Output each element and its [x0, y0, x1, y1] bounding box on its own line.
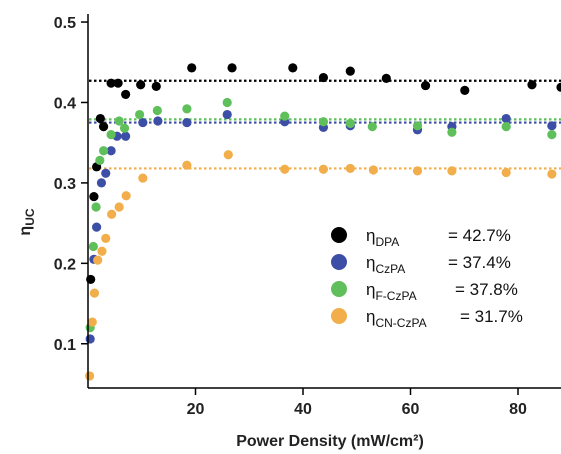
- legend-label-fczpa: ηF-CzPA: [366, 280, 417, 303]
- axes: [87, 14, 561, 389]
- legend-marker-dpa: [331, 227, 347, 243]
- point-fczpa: [135, 109, 145, 120]
- point-dpa: [106, 78, 116, 88]
- point-dpa: [151, 81, 161, 91]
- point-cnczpa: [223, 150, 233, 160]
- point-cnczpa: [97, 246, 107, 256]
- point-dpa: [556, 82, 561, 92]
- point-dpa: [420, 80, 431, 91]
- point-czpa: [106, 146, 116, 156]
- point-fczpa: [119, 123, 130, 133]
- point-fczpa: [114, 116, 124, 126]
- point-czpa: [85, 334, 95, 344]
- legend-marker-czpa: [331, 254, 347, 270]
- point-czpa: [92, 222, 102, 232]
- x-tick-label: 40: [294, 401, 312, 418]
- point-czpa: [501, 113, 511, 124]
- point-fczpa: [367, 122, 377, 132]
- point-cnczpa: [182, 160, 192, 170]
- point-fczpa: [345, 118, 355, 128]
- point-fczpa: [182, 104, 192, 114]
- point-fczpa: [152, 105, 162, 116]
- legend-value-cnczpa: = 31.7%: [460, 307, 523, 326]
- point-cnczpa: [280, 164, 290, 174]
- point-fczpa: [447, 127, 457, 137]
- legend-label-czpa: ηCzPA: [366, 253, 405, 276]
- point-dpa: [527, 80, 537, 90]
- point-dpa: [381, 73, 391, 83]
- point-cnczpa: [101, 233, 111, 243]
- point-fczpa: [88, 241, 98, 252]
- point-dpa: [113, 78, 123, 88]
- point-dpa: [288, 63, 298, 73]
- point-cnczpa: [114, 202, 124, 212]
- y-tick-label: 0.4: [54, 95, 76, 112]
- point-cnczpa: [121, 191, 131, 201]
- tick-labels: 20 40 60 80 0.1 0.2 0.3 0.4 0.5: [54, 15, 527, 418]
- x-tick-label: 80: [509, 401, 527, 418]
- y-axis-title: ηUC: [17, 208, 37, 235]
- point-dpa: [98, 122, 109, 132]
- legend-value-fczpa: = 37.8%: [455, 280, 518, 299]
- y-tick-label: 0.2: [54, 256, 76, 273]
- legend-label-dpa: ηDPA: [366, 226, 399, 249]
- point-czpa: [121, 131, 131, 141]
- point-cnczpa: [89, 288, 100, 298]
- point-czpa: [138, 117, 148, 128]
- point-cnczpa: [368, 165, 379, 175]
- point-dpa: [345, 66, 355, 76]
- legend-label-cnczpa: ηCN-CzPA: [366, 307, 427, 330]
- point-cnczpa: [447, 166, 457, 176]
- point-cnczpa: [138, 173, 148, 183]
- point-cnczpa: [412, 166, 423, 176]
- point-cnczpa: [93, 255, 103, 265]
- point-cnczpa: [107, 209, 117, 219]
- point-dpa: [460, 85, 470, 96]
- point-dpa: [187, 63, 197, 73]
- point-fczpa: [547, 130, 557, 140]
- legend-marker-cnczpa: [331, 308, 347, 324]
- point-fczpa: [91, 202, 101, 212]
- point-fczpa: [318, 117, 329, 127]
- legend-value-dpa: = 42.7%: [448, 226, 511, 245]
- point-cnczpa: [501, 167, 511, 178]
- point-cnczpa: [345, 163, 355, 174]
- point-fczpa: [412, 121, 423, 131]
- point-fczpa: [106, 130, 116, 140]
- point-fczpa: [501, 122, 511, 132]
- point-czpa: [101, 168, 111, 178]
- legend-marker-fczpa: [331, 281, 347, 297]
- tick-marks: [81, 21, 519, 395]
- point-czpa: [222, 109, 232, 120]
- point-fczpa: [95, 155, 105, 165]
- legend-value-czpa: = 37.4%: [448, 253, 511, 272]
- point-dpa: [121, 89, 131, 100]
- point-czpa: [547, 121, 557, 131]
- point-fczpa: [222, 97, 232, 108]
- data-points: [85, 63, 561, 381]
- point-dpa: [227, 63, 237, 73]
- point-cnczpa: [318, 164, 329, 174]
- x-tick-label: 20: [187, 401, 205, 418]
- point-dpa: [318, 72, 329, 83]
- y-tick-label: 0.3: [54, 176, 76, 193]
- point-cnczpa: [85, 371, 95, 381]
- point-dpa: [95, 113, 105, 124]
- point-dpa: [89, 191, 99, 202]
- point-dpa: [136, 80, 146, 90]
- point-cnczpa: [87, 317, 97, 327]
- point-fczpa: [98, 146, 109, 156]
- point-czpa: [96, 178, 107, 188]
- y-tick-label: 0.5: [54, 15, 76, 32]
- point-czpa: [182, 117, 192, 128]
- legend: ηDPA = 42.7% ηCzPA = 37.4% ηF-CzPA = 37.8% ηCN…: [331, 226, 523, 330]
- point-cnczpa: [547, 169, 557, 179]
- point-czpa: [153, 116, 163, 126]
- x-axis-title: Power Density (mW/cm²): [236, 433, 424, 450]
- x-tick-label: 60: [402, 401, 420, 418]
- y-tick-label: 0.1: [54, 337, 76, 354]
- point-fczpa: [280, 111, 290, 121]
